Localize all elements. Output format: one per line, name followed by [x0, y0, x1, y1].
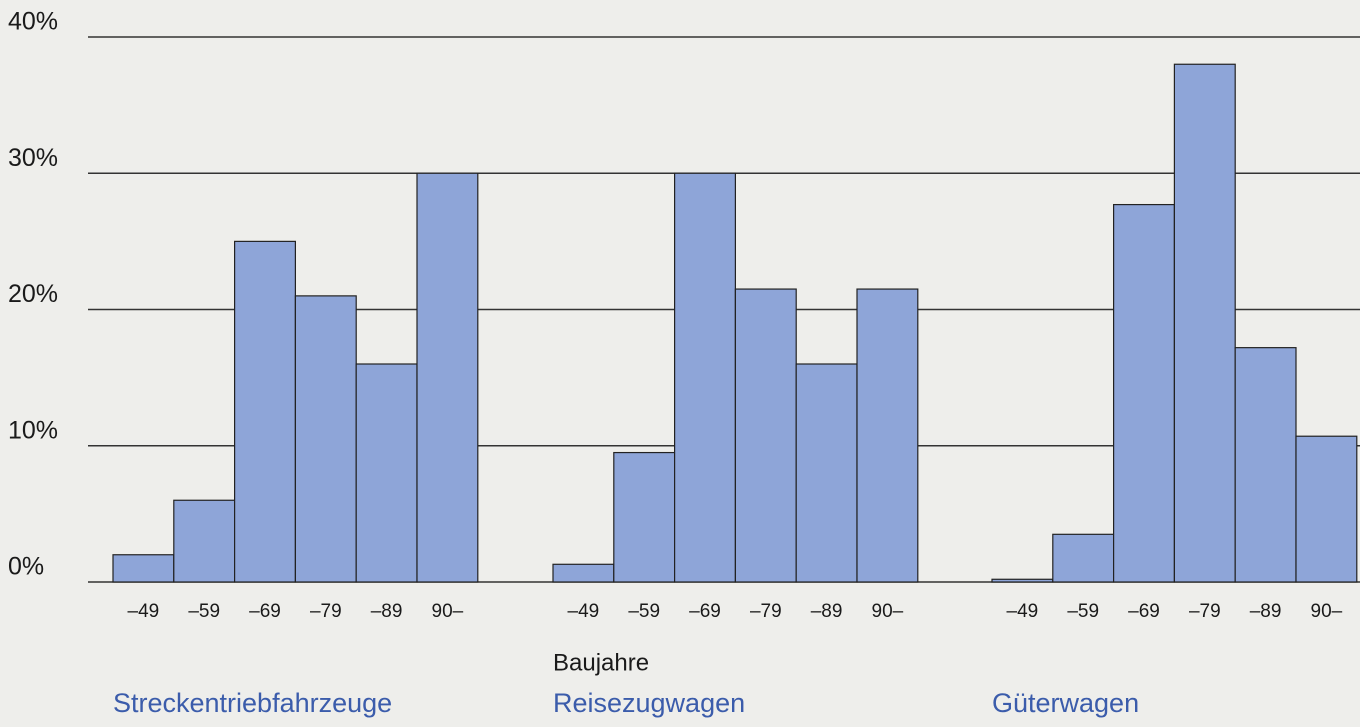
- bar: [173, 499, 236, 583]
- x-tick-label: –79: [1189, 601, 1221, 622]
- bar: [673, 172, 736, 583]
- y-tick-label: 10%: [8, 416, 58, 444]
- x-tick-label: –79: [750, 601, 782, 622]
- x-tick-label: –69: [249, 601, 281, 622]
- bar: [416, 172, 479, 583]
- x-tick-label: –69: [1128, 601, 1160, 622]
- x-tick-label: –69: [689, 601, 721, 622]
- group-label: Güterwagen: [992, 688, 1139, 718]
- x-tick-label: –49: [568, 601, 600, 622]
- bar: [1173, 63, 1236, 583]
- bar: [1112, 203, 1175, 583]
- y-tick-label: 20%: [8, 280, 58, 308]
- bar: [734, 288, 797, 583]
- bar: [856, 288, 919, 583]
- x-tick-label: –59: [1067, 601, 1099, 622]
- bar: [234, 240, 297, 583]
- x-tick-label: 90–: [432, 601, 464, 622]
- x-tick-label: –89: [1250, 601, 1282, 622]
- bar: [1234, 347, 1297, 583]
- y-tick-label: 30%: [8, 144, 58, 172]
- x-tick-label: –59: [188, 601, 220, 622]
- group-label: Reisezugwagen: [553, 688, 745, 718]
- bar: [112, 554, 175, 583]
- bar: [552, 563, 615, 583]
- x-tick-label: –49: [1007, 601, 1039, 622]
- x-tick-label: –59: [628, 601, 660, 622]
- bar: [613, 451, 676, 583]
- x-tick-label: –89: [371, 601, 403, 622]
- x-tick-label: –79: [310, 601, 342, 622]
- bar: [1052, 533, 1115, 583]
- y-tick-label: 0%: [8, 553, 44, 581]
- bar: [355, 363, 418, 583]
- x-tick-label: 90–: [1311, 601, 1343, 622]
- bar: [1295, 435, 1358, 583]
- bar: [991, 578, 1054, 583]
- y-tick-label: 40%: [8, 8, 58, 36]
- group-label: Streckentriebfahrzeuge: [113, 688, 392, 718]
- x-axis-label: Baujahre: [553, 649, 649, 676]
- bar: [294, 295, 357, 583]
- x-tick-label: 90–: [872, 601, 904, 622]
- bar: [795, 363, 858, 583]
- x-tick-label: –49: [128, 601, 160, 622]
- x-tick-label: –89: [811, 601, 843, 622]
